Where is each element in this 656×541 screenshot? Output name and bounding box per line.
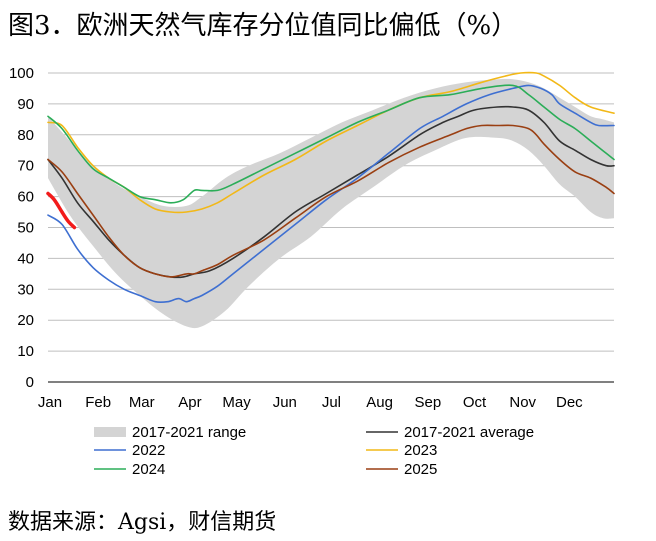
legend-label-s2024: 2024 — [132, 461, 165, 478]
y-tick-label-100: 100 — [9, 65, 34, 82]
y-tick-label-0: 0 — [26, 374, 34, 391]
x-tick-label-dec: Dec — [556, 394, 583, 411]
axes: 0 10 20 30 40 50 60 70 80 90 100 Jan Feb Mar Apr May Jun… — [9, 65, 614, 411]
series-line-2026 — [46, 191, 77, 230]
line-chart: 0 10 20 30 40 50 60 70 80 90 100 Jan Feb Mar Apr May Jun… — [9, 65, 615, 478]
series-line-2025 — [47, 124, 615, 278]
legend-label-s2025: 2025 — [404, 461, 437, 478]
y-tick-label-40: 40 — [17, 250, 34, 267]
range-band-area — [48, 78, 614, 329]
x-tick-label-apr: Apr — [178, 394, 201, 411]
legend: 2017-2021 range 2017-2021 average 2022 2023… — [94, 424, 534, 478]
x-tick-label-jul: Jul — [322, 394, 341, 411]
x-tick-label-jun: Jun — [273, 394, 297, 411]
y-tick-label-90: 90 — [17, 96, 34, 113]
y-tick-label-70: 70 — [17, 158, 34, 175]
data-source-note: 数据来源：Agsi，财信期货 — [8, 510, 277, 535]
x-tick-label-mar: Mar — [129, 394, 155, 411]
legend-swatch-range — [94, 427, 126, 437]
y-tick-label-60: 60 — [17, 189, 34, 206]
y-tick-label-30: 30 — [17, 281, 34, 298]
x-tick-label-aug: Aug — [366, 394, 393, 411]
y-tick-label-20: 20 — [17, 312, 34, 329]
chart-title: 图3．欧洲天然气库存分位值同比偏低（%） — [8, 11, 518, 41]
range-band — [48, 78, 614, 329]
legend-label-range: 2017-2021 range — [132, 424, 246, 441]
series-lines — [46, 71, 615, 304]
y-tick-label-80: 80 — [17, 127, 34, 144]
x-tick-label-nov: Nov — [509, 394, 536, 411]
x-tick-label-oct: Oct — [463, 394, 487, 411]
series-line-2024 — [47, 84, 615, 204]
x-tick-label-sep: Sep — [415, 394, 442, 411]
x-tick-label-jan: Jan — [38, 394, 62, 411]
legend-label-s2022: 2022 — [132, 442, 165, 459]
legend-label-s2023: 2023 — [404, 442, 437, 459]
y-tick-label-50: 50 — [17, 220, 34, 237]
series-line-2022 — [47, 84, 615, 304]
x-tick-label-feb: Feb — [85, 394, 111, 411]
x-tick-label-may: May — [222, 394, 251, 411]
y-tick-label-10: 10 — [17, 343, 34, 360]
legend-label-average: 2017-2021 average — [404, 424, 534, 441]
